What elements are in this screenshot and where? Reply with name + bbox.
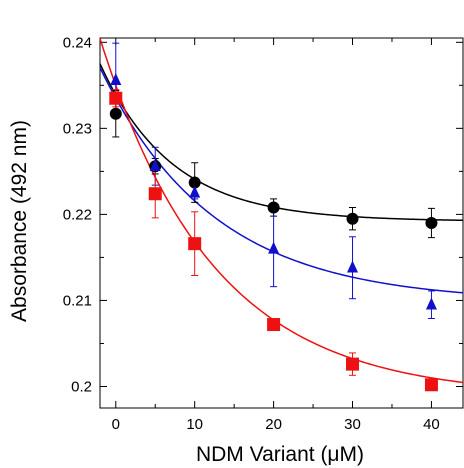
axes: 0 10 20 30 40 0.2 0.21 0.22 0.23 0.24 — [63, 34, 464, 433]
y-tick-label: 0.21 — [63, 292, 92, 309]
x-tick-label: 40 — [423, 416, 440, 433]
x-tick-label: 0 — [112, 416, 120, 433]
x-tick-label: 30 — [344, 416, 361, 433]
y-tick-label: 0.22 — [63, 206, 92, 223]
y-axis-title: Absorbance (492 nm) — [8, 120, 31, 322]
x-axis-title: NDM Variant (μM) — [196, 443, 364, 466]
y-tick-label: 0.23 — [63, 120, 92, 137]
data-point-triangle — [425, 297, 437, 310]
y-tick-label: 0.2 — [71, 378, 92, 395]
data-points — [109, 72, 438, 392]
fit-curves — [99, 38, 464, 384]
data-point-square — [267, 318, 281, 332]
data-point-triangle — [110, 72, 122, 85]
error-bars — [112, 42, 435, 389]
data-point-circle — [267, 201, 280, 214]
data-point-triangle — [347, 260, 359, 273]
data-point-triangle — [189, 185, 201, 198]
data-point-square — [346, 357, 360, 371]
fit-curve-circle — [99, 63, 464, 222]
x-tick-label: 20 — [265, 416, 282, 433]
y-tick-label: 0.24 — [63, 34, 92, 51]
data-point-square — [109, 91, 123, 105]
data-point-triangle — [268, 241, 280, 254]
x-tick-label: 10 — [186, 416, 203, 433]
data-point-square — [424, 378, 438, 392]
data-point-circle — [109, 107, 122, 120]
data-point-square — [188, 237, 202, 251]
data-point-triangle — [149, 159, 161, 172]
data-point-circle — [346, 212, 359, 225]
data-point-circle — [425, 217, 438, 229]
data-point-circle — [188, 176, 201, 189]
plot-frame — [99, 37, 464, 409]
data-point-square — [148, 187, 162, 201]
fit-curve-square — [99, 38, 464, 384]
fit-curve-triangle — [99, 67, 464, 294]
